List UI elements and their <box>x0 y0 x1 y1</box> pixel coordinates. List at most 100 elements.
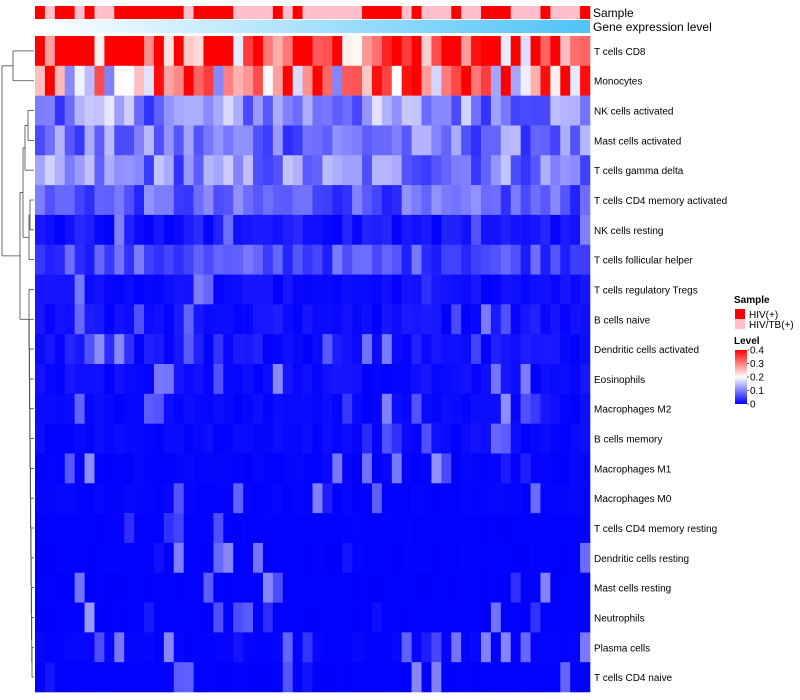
heatmap-cell <box>471 65 482 96</box>
sample-annotation-cell <box>124 6 135 19</box>
heatmap-cell <box>292 662 303 693</box>
heatmap-cell <box>480 602 492 633</box>
heatmap-cell <box>421 65 432 96</box>
heatmap-cell <box>94 155 105 186</box>
heatmap-cell <box>520 95 531 126</box>
heatmap-cell <box>510 185 521 216</box>
heatmap-cell <box>193 125 204 156</box>
heatmap-cell <box>312 95 323 126</box>
heatmap-cell <box>223 304 234 335</box>
heatmap-cell <box>441 632 452 663</box>
heatmap-cell <box>84 423 95 454</box>
heatmap-cell <box>520 185 531 216</box>
heatmap-cell <box>272 244 284 275</box>
heatmap-cell <box>540 274 551 305</box>
heatmap-cell <box>74 185 85 216</box>
heatmap-cell <box>550 662 561 693</box>
heatmap-cell <box>223 36 234 67</box>
heatmap-cell <box>35 125 46 156</box>
heatmap-cell <box>35 304 46 335</box>
heatmap-cell <box>134 393 145 424</box>
heatmap-cell <box>153 423 165 454</box>
heatmap-cell <box>163 662 175 693</box>
heatmap-cell <box>114 602 125 633</box>
heatmap-cell <box>54 542 66 574</box>
heatmap-cell <box>64 602 75 633</box>
heatmap-cell <box>124 393 135 424</box>
heatmap-cell <box>401 65 412 96</box>
heatmap-cell <box>332 662 343 693</box>
heatmap-cell <box>352 662 363 693</box>
sample-annotation-cell <box>213 6 224 19</box>
heatmap-cell <box>401 483 412 514</box>
heatmap-cell <box>312 244 323 275</box>
heatmap-cell <box>223 483 234 514</box>
heatmap-cell <box>54 602 66 633</box>
heatmap-cell <box>560 214 571 246</box>
heatmap-cell <box>421 304 432 335</box>
heatmap-cell <box>302 95 313 126</box>
heatmap-cell <box>183 662 194 693</box>
legend-swatch-hivtb <box>735 319 745 329</box>
heatmap-cell <box>441 125 452 156</box>
heatmap-cell <box>64 513 75 544</box>
heatmap-cell <box>302 483 313 514</box>
heatmap-cell <box>431 36 442 67</box>
heatmap-cell <box>134 632 145 663</box>
heatmap-cell <box>163 95 175 126</box>
heatmap-cell <box>74 304 85 335</box>
heatmap-cell <box>134 214 145 246</box>
heatmap-cell <box>44 364 56 395</box>
heatmap-cell <box>312 185 323 216</box>
heatmap-cell <box>74 36 85 67</box>
heatmap-cell <box>272 483 284 514</box>
heatmap-cell <box>282 542 293 574</box>
heatmap-cell <box>144 572 155 603</box>
heatmap-cell <box>272 572 284 603</box>
heatmap-cell <box>134 602 145 633</box>
heatmap-cell <box>381 513 393 544</box>
heatmap-cell <box>114 155 125 186</box>
heatmap-cell <box>540 453 551 484</box>
heatmap-cell <box>540 304 551 335</box>
heatmap-cell <box>163 542 175 574</box>
heatmap-cell <box>144 542 155 574</box>
heatmap-cell <box>570 364 581 395</box>
heatmap-cell <box>550 364 561 395</box>
heatmap-cell <box>262 36 274 67</box>
heatmap-cell <box>451 364 462 395</box>
annotation-label-expression: Gene expression level <box>593 20 712 34</box>
heatmap-cell <box>461 125 472 156</box>
heatmap-cell <box>520 423 531 454</box>
heatmap-cell <box>233 602 244 633</box>
heatmap-cell <box>550 453 561 484</box>
heatmap-cell <box>401 95 412 126</box>
heatmap-cell <box>124 155 135 186</box>
heatmap-cell <box>272 95 284 126</box>
heatmap-cell <box>233 483 244 514</box>
heatmap-cell <box>292 364 303 395</box>
heatmap-cell <box>560 632 571 663</box>
heatmap-cell <box>74 274 85 305</box>
heatmap-cell <box>471 244 482 275</box>
heatmap-cell <box>282 602 293 633</box>
heatmap-cell <box>431 632 442 663</box>
heatmap-cell <box>431 304 442 335</box>
heatmap-cell <box>490 542 502 574</box>
heatmap-cell <box>203 95 214 126</box>
heatmap-cell <box>362 423 373 454</box>
heatmap-cell <box>441 572 452 603</box>
heatmap-cell <box>362 214 373 246</box>
heatmap-cell <box>94 214 105 246</box>
heatmap-cell <box>381 602 393 633</box>
heatmap-cell <box>391 572 402 603</box>
heatmap-cell <box>94 513 105 544</box>
heatmap-cell <box>163 125 175 156</box>
sample-annotation-cell <box>35 6 46 19</box>
sample-annotation-cell <box>391 6 402 19</box>
heatmap-cell <box>471 185 482 216</box>
heatmap-cell <box>44 274 56 305</box>
heatmap-cell <box>480 125 492 156</box>
heatmap-cell <box>401 36 412 67</box>
heatmap-cell <box>431 364 442 395</box>
